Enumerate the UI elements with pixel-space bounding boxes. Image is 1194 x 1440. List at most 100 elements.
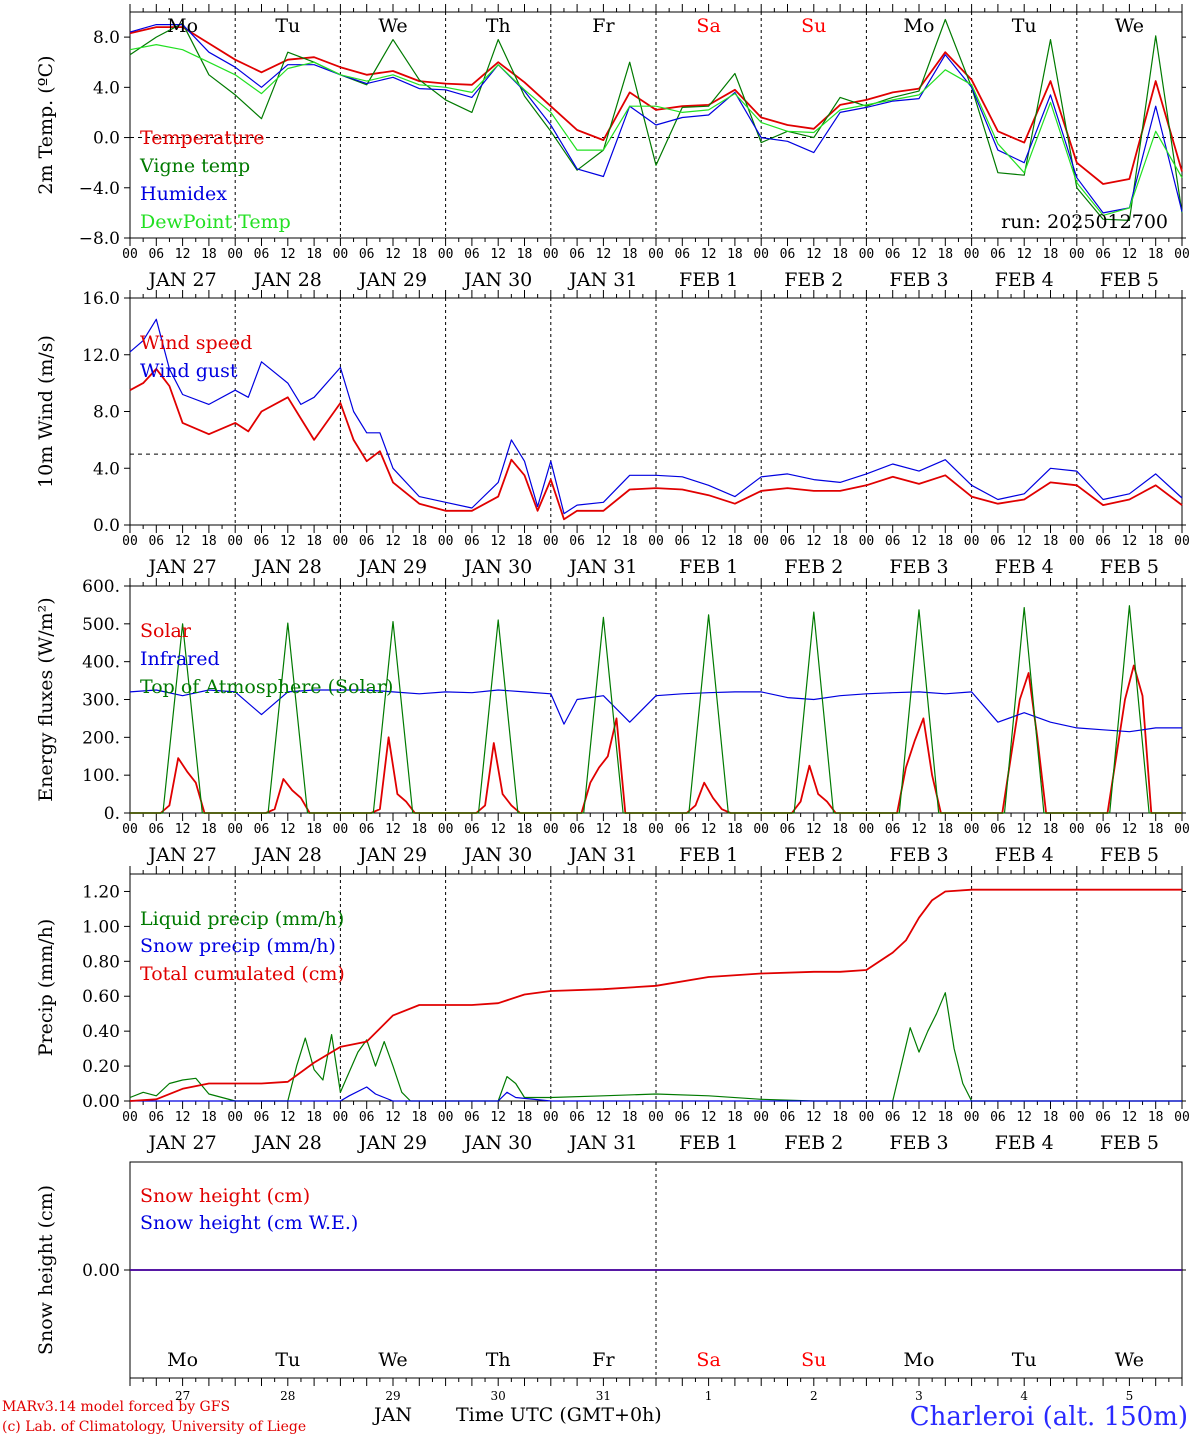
date-label: FEB 4 [995,556,1054,578]
date-label: JAN 31 [567,844,637,866]
y-axis-label: Precip (mm/h) [35,919,57,1057]
date-label: JAN 28 [252,844,322,866]
hour-tick-label: 12 [596,534,612,549]
hour-tick-label: 00 [859,534,875,549]
hour-tick-label: 06 [569,247,585,262]
day-name-label: We [378,15,407,37]
hour-tick-label: 00 [122,1110,138,1125]
y-tick-label: 0.20 [82,1057,120,1077]
day-name-label: Th [486,15,511,37]
date-label: JAN 28 [252,1132,322,1154]
hour-tick-label: 12 [1016,247,1032,262]
date-label: FEB 4 [995,269,1054,291]
hour-tick-label: 06 [990,1110,1006,1125]
date-label: FEB 2 [784,556,843,578]
hour-tick-label: 06 [674,534,690,549]
hour-tick-label: 12 [175,1110,191,1125]
date-label: FEB 1 [679,556,738,578]
hour-tick-label: 12 [701,822,717,837]
hour-tick-label: 00 [122,822,138,837]
hour-tick-label: 18 [937,822,953,837]
hour-tick-label: 06 [148,1110,164,1125]
date-label: JAN 28 [252,269,322,291]
series-total-cumulated-cm- [129,888,1182,1102]
hour-tick-label: 06 [1095,534,1111,549]
hour-tick-label: 18 [517,1110,533,1125]
hour-tick-label: 18 [1043,247,1059,262]
day-name-label: We [378,1349,407,1371]
hour-tick-label: 06 [359,247,375,262]
hour-tick-label: 06 [148,247,164,262]
date-label: JAN 27 [147,556,217,578]
hour-tick-label: 12 [911,247,927,262]
hour-tick-label: 00 [1174,247,1190,262]
y-axis-label: 10m Wind (m/s) [35,335,57,488]
y-tick-label: 1.20 [82,882,120,902]
hour-tick-label: 06 [885,534,901,549]
hour-tick-label: 00 [964,247,980,262]
hour-tick-label: 18 [517,822,533,837]
hour-tick-label: 12 [911,822,927,837]
hour-tick-label: 12 [1016,1110,1032,1125]
day-name-label: Mo [167,15,198,37]
date-label: FEB 4 [995,1132,1054,1154]
hour-tick-label: 06 [780,534,796,549]
day-number-label: 2 [810,1389,818,1403]
day-name-label: Su [801,15,826,37]
y-tick-label: 0.0 [93,129,120,149]
y-tick-label: 0. [104,804,120,824]
hour-tick-label: 06 [148,822,164,837]
day-name-label: Tu [1012,1349,1037,1371]
series-vigne-temp [129,18,1183,221]
day-number-label: 5 [1126,1389,1134,1403]
date-label: JAN 28 [252,556,322,578]
hour-tick-label: 18 [727,247,743,262]
hour-tick-label: 18 [411,1110,427,1125]
day-number-label: 30 [491,1389,506,1403]
legend-entry: Infrared [140,648,220,670]
hour-tick-label: 18 [832,1110,848,1125]
day-name-label: We [1115,1349,1144,1371]
hour-tick-label: 18 [411,822,427,837]
hour-tick-label: 12 [911,534,927,549]
date-label: JAN 30 [462,844,532,866]
hour-tick-label: 00 [964,822,980,837]
y-tick-label: −8.0 [79,229,120,249]
date-label: FEB 1 [679,1132,738,1154]
hour-tick-label: 00 [122,247,138,262]
y-tick-label: 4.0 [93,78,120,98]
hour-tick-label: 18 [201,822,217,837]
hour-tick-label: 12 [490,247,506,262]
date-label: JAN 29 [357,556,427,578]
date-label: JAN 31 [567,1132,637,1154]
day-name-label: Sa [696,15,720,37]
panel-2 [124,290,1186,533]
hour-tick-label: 18 [832,247,848,262]
date-label: FEB 3 [889,844,948,866]
series-top-of-atmosphere-solar- [130,605,1182,814]
legend-entry: Wind gust [140,360,238,382]
hour-tick-label: 18 [622,1110,638,1125]
day-name-label: Sa [696,1349,720,1371]
hour-tick-label: 12 [385,247,401,262]
legend-entry: Humidex [140,183,227,205]
hour-tick-label: 00 [543,534,559,549]
day-name-label: Fr [592,15,615,37]
hour-tick-label: 00 [543,822,559,837]
hour-tick-label: 12 [701,247,717,262]
hour-tick-label: 12 [490,1110,506,1125]
day-name-label: Tu [275,15,300,37]
series-temperature [129,26,1183,185]
date-label: FEB 2 [784,844,843,866]
y-tick-label: −4.0 [79,179,120,199]
hour-tick-label: 00 [964,534,980,549]
hour-tick-label: 06 [780,1110,796,1125]
hour-tick-label: 12 [175,534,191,549]
hour-tick-label: 00 [1069,247,1085,262]
hour-tick-label: 00 [227,534,243,549]
hour-tick-label: 06 [359,822,375,837]
hour-tick-label: 00 [438,247,454,262]
hour-tick-label: 12 [175,247,191,262]
series-wind-speed [129,367,1183,521]
